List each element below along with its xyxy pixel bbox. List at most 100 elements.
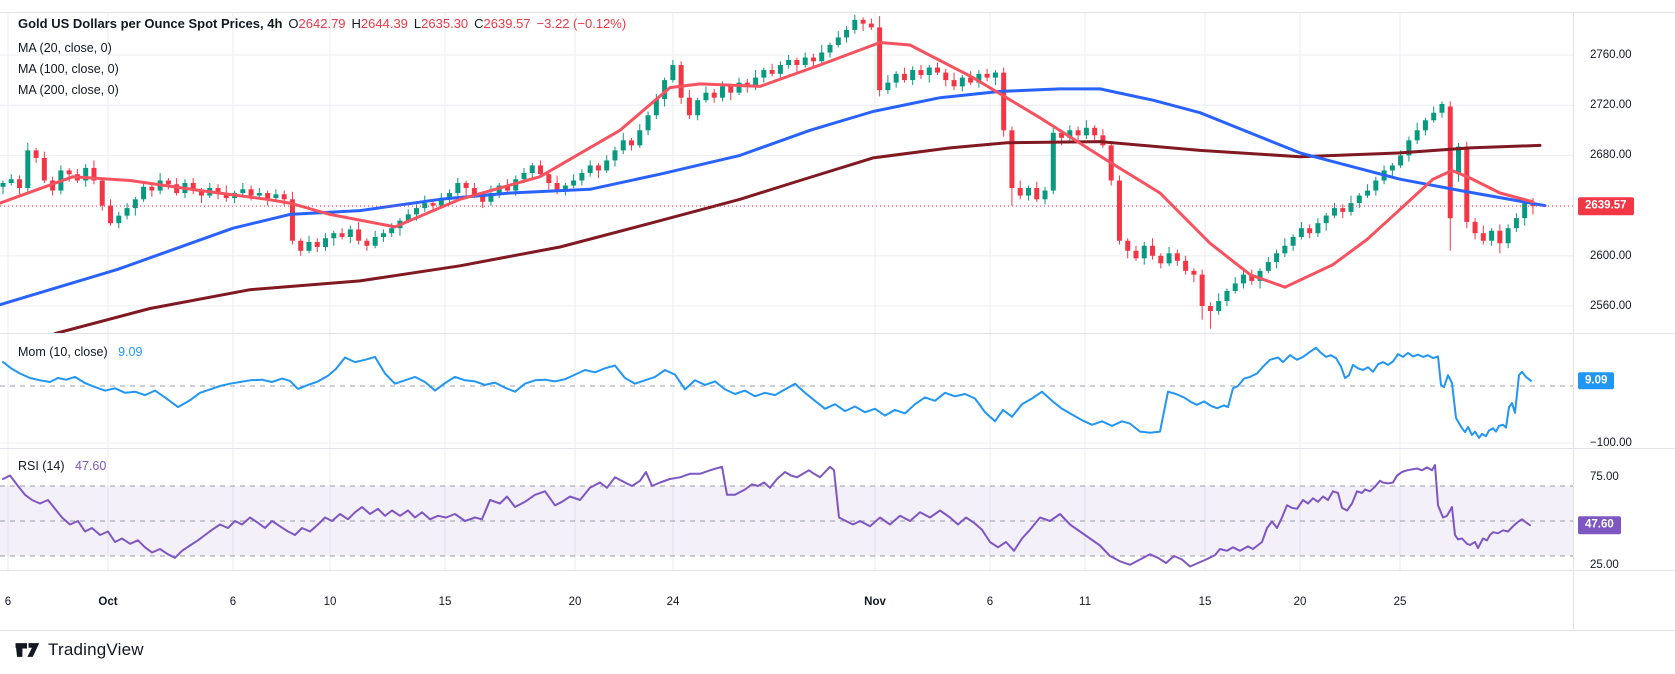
candle-body	[504, 185, 510, 191]
candle-body	[761, 70, 767, 78]
candle-body	[1075, 130, 1081, 136]
change-value: −3.22 (−0.12%)	[536, 16, 627, 31]
candle-body	[480, 195, 486, 202]
candle-body	[1166, 253, 1172, 264]
candle-body	[521, 172, 527, 180]
time-axis-label: 11	[1079, 596, 1091, 608]
rsi-axis-label: 25.00	[1590, 558, 1619, 571]
time-axis-label: 20	[568, 596, 582, 608]
candle-body	[339, 233, 345, 237]
candle-body	[1406, 140, 1412, 156]
candle-body	[1067, 130, 1073, 138]
candle-body	[984, 73, 990, 78]
candle-body	[1125, 240, 1131, 251]
momentum-legend: Mom (10, close) 9.09	[18, 345, 142, 359]
candle-body	[165, 180, 171, 185]
ohlc-value: 2642.79	[298, 16, 346, 31]
candle-body	[25, 150, 31, 189]
candle-body	[943, 72, 949, 81]
candle-body	[736, 82, 742, 93]
candle-body	[686, 97, 692, 116]
candle-body	[1472, 221, 1478, 234]
candle-body	[629, 140, 635, 146]
candle-body	[1373, 180, 1379, 191]
candle-body	[1274, 253, 1280, 263]
candle-body	[99, 180, 105, 206]
candle-body	[314, 241, 320, 248]
candle-body	[414, 208, 419, 215]
candle-body	[1141, 245, 1147, 259]
candle-body	[1389, 165, 1395, 171]
rsi-line	[2, 464, 1531, 568]
candle-body	[595, 165, 601, 171]
candle-body	[1464, 146, 1470, 222]
candle-body	[66, 170, 72, 175]
candle-body	[612, 150, 618, 161]
ma100-legend: MA (100, close, 0)	[18, 62, 119, 76]
candle-body	[141, 186, 147, 200]
candle-body	[579, 172, 585, 181]
candle-body	[926, 67, 932, 76]
candle-body	[190, 183, 196, 191]
ma20-line	[0, 41, 1535, 289]
momentum-axis-label: −100.00	[1590, 437, 1632, 449]
time-axis-label: 15	[438, 596, 452, 608]
candle-body	[1522, 203, 1528, 219]
candle-body	[951, 80, 957, 87]
candle-body	[959, 77, 965, 87]
candle-body	[1489, 230, 1495, 241]
candle-body	[1150, 245, 1156, 256]
candle-body	[777, 65, 783, 74]
ohlc-value: 2644.39	[360, 16, 408, 31]
candle-body	[1422, 120, 1428, 131]
candle-body	[877, 27, 883, 91]
candle-body	[1439, 103, 1445, 113]
candle-body	[1183, 260, 1189, 271]
time-axis-label: 10	[323, 596, 337, 608]
candle-body	[1356, 195, 1362, 204]
candle-body	[149, 186, 155, 191]
candle-body	[1050, 132, 1056, 191]
candle-body	[653, 98, 659, 116]
candle-body	[1034, 188, 1040, 200]
candle-body	[364, 240, 370, 246]
candle-body	[1398, 155, 1404, 166]
ma200-line	[53, 140, 1542, 333]
candle-body	[1191, 270, 1197, 275]
candle-body	[1480, 233, 1486, 241]
candle-body	[1414, 130, 1420, 141]
candle-body	[198, 190, 204, 196]
candle-body	[885, 82, 891, 91]
candle-body	[215, 188, 221, 194]
ma20-legend: MA (20, close, 0)	[18, 41, 112, 55]
ohlc-key: O	[288, 16, 299, 31]
candle-body	[1456, 146, 1462, 175]
main-pane	[0, 14, 1547, 333]
candle-body	[1257, 270, 1263, 281]
tradingview-logo[interactable]: TradingView	[14, 640, 144, 660]
candle-body	[33, 150, 39, 158]
ohlc-key: L	[413, 16, 422, 31]
candle-body	[273, 194, 279, 199]
price-axis-label: 2680.00	[1590, 149, 1632, 162]
candle-body	[1001, 72, 1007, 131]
candle-body	[1224, 290, 1230, 301]
price-axis-label: 2720.00	[1590, 99, 1632, 112]
candle-body	[265, 193, 271, 199]
candle-body	[1348, 203, 1354, 212]
ohlc-value: 2639.57	[483, 16, 531, 31]
candle-body	[678, 65, 684, 98]
time-axis-label: 24	[666, 596, 680, 608]
candle-body	[1315, 223, 1321, 234]
candle-body	[546, 174, 552, 184]
candle-body	[786, 60, 792, 66]
candle-body	[1199, 274, 1205, 306]
candle-body	[703, 92, 709, 101]
rsi-legend-label: RSI (14)	[18, 459, 65, 473]
candle-body	[1298, 228, 1304, 237]
ohlc-key: C	[474, 16, 484, 31]
time-axis-label: 20	[1293, 596, 1307, 608]
candle-body	[455, 183, 461, 194]
rsi-legend-value: 47.60	[75, 459, 107, 473]
